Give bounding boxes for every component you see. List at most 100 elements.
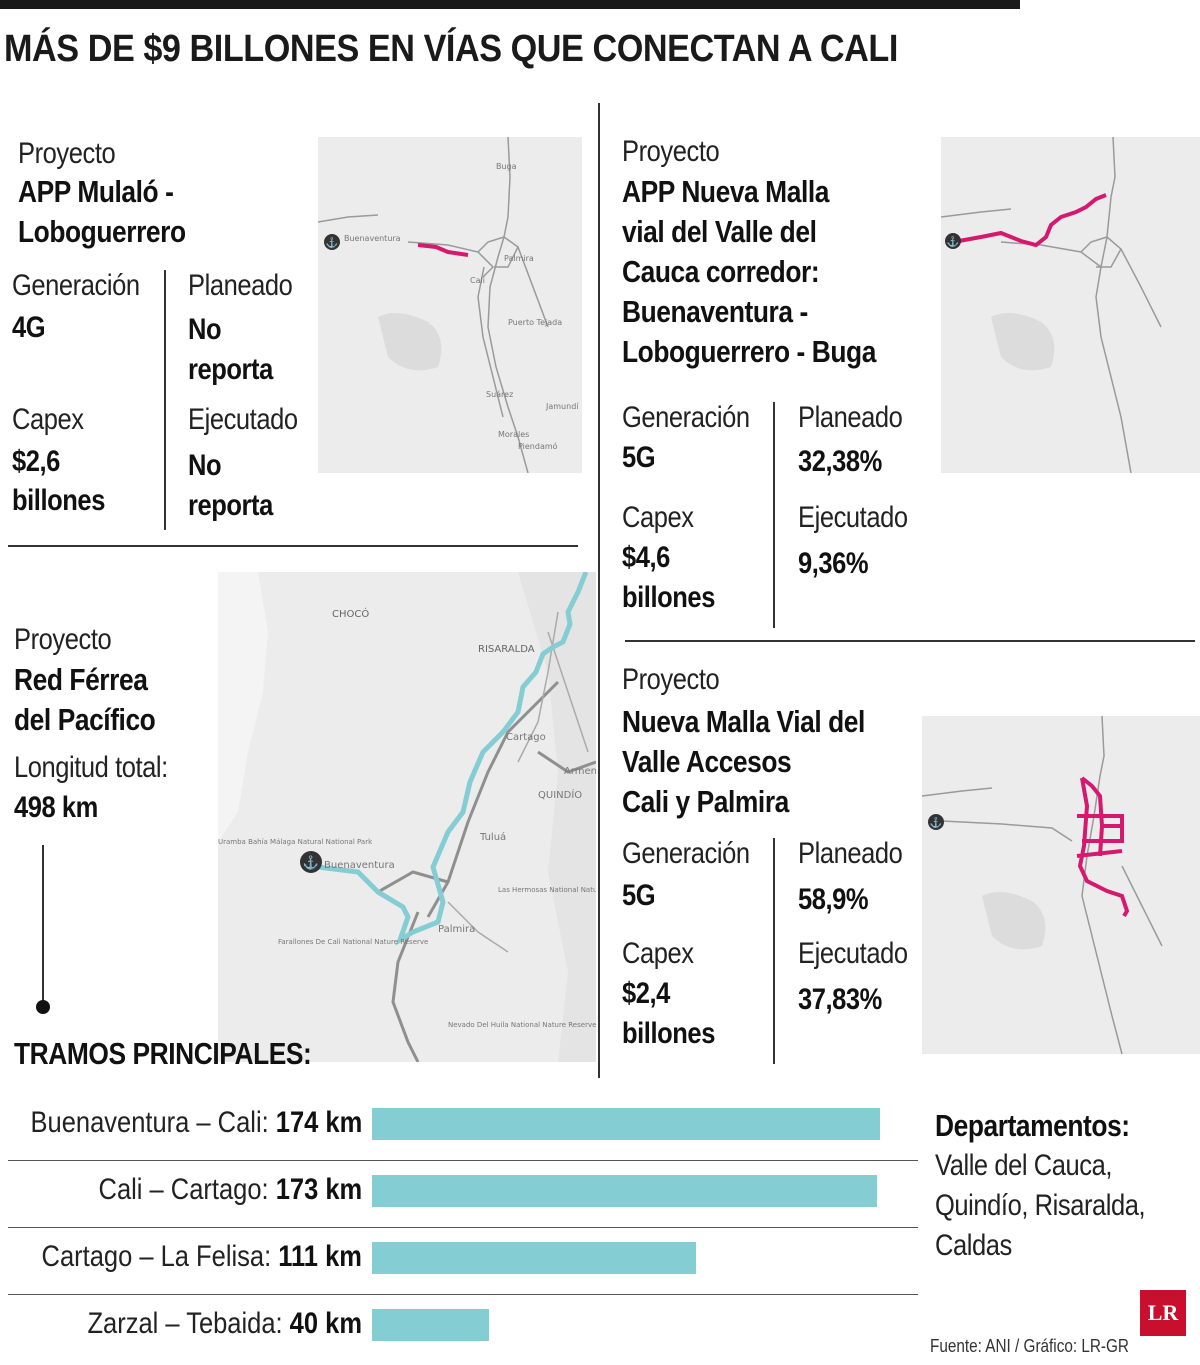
departamentos-line1: Valle del Cauca,	[935, 1149, 1113, 1182]
tramo-bar	[372, 1175, 877, 1207]
project4-map: ⚓	[922, 716, 1200, 1054]
svg-text:⚓: ⚓	[930, 816, 942, 829]
tramo-row-divider	[8, 1160, 918, 1161]
map3-label-huila: Nevado Del Huila National Nature Reserve	[448, 1021, 596, 1029]
project1-capex-label: Capex	[12, 403, 84, 436]
tramo-separator: :	[261, 1173, 276, 1206]
project4-planeado-value: 58,9%	[798, 883, 869, 916]
map3-label-palmira: Palmira	[438, 924, 475, 935]
project2-generacion-label: Generación	[622, 401, 750, 434]
tramo-category: Buenaventura – Cali	[30, 1106, 262, 1139]
project1-name-line1: APP Mulaló -	[18, 174, 174, 209]
project4-generacion-label: Generación	[622, 837, 750, 870]
tramo-value: 174 km	[275, 1106, 362, 1139]
project4-label: Proyecto	[622, 663, 720, 696]
tramo-value: 40 km	[289, 1307, 362, 1340]
project3-map: ⚓ CHOCÓ RISARALDA Cartago Armenia QUINDÍ…	[218, 572, 596, 1062]
project2-capex-label: Capex	[622, 501, 694, 534]
project3-longitud-label: Longitud total:	[14, 751, 168, 784]
tramo-row-divider	[8, 1294, 918, 1295]
project1-planeado-label: Planeado	[188, 269, 293, 302]
departamentos-title: Departamentos:	[935, 1108, 1130, 1143]
svg-text:⚓: ⚓	[326, 236, 338, 249]
source-credit: Fuente: ANI / Gráfico: LR-GR	[930, 1336, 1129, 1356]
project1-capex-line2: billones	[12, 484, 105, 517]
left-section-rule	[8, 545, 578, 547]
project1-ejecutado-line2: reporta	[188, 489, 273, 522]
project3-name-line1: Red Férrea	[14, 662, 148, 697]
map3-label-quindio: QUINDÍO	[538, 788, 582, 801]
tramo-separator: :	[264, 1240, 279, 1273]
tramos-title: TRAMOS PRINCIPALES:	[14, 1036, 312, 1071]
map1-label-buenaventura: Buenaventura	[344, 234, 401, 243]
tramo-value: 111 km	[278, 1240, 362, 1273]
project2-name-line2: vial del Valle del	[622, 214, 817, 249]
departamentos-line3: Caldas	[935, 1229, 1012, 1262]
tramo-category: Cali – Cartago	[98, 1173, 262, 1206]
map1-label-cali: Cali	[470, 276, 485, 285]
project2-label: Proyecto	[622, 135, 720, 168]
project1-ejecutado-line1: No	[188, 449, 222, 482]
lr-logo: LR	[1140, 1290, 1186, 1336]
map3-label-armenia: Armenia	[564, 766, 596, 777]
project4-name-line1: Nueva Malla Vial del	[622, 704, 865, 739]
project1-ejecutado-label: Ejecutado	[188, 403, 298, 436]
map3-label-choco: CHOCÓ	[332, 607, 369, 620]
project4-capex-line2: billones	[622, 1017, 715, 1050]
map3-label-tulua: Tuluá	[479, 831, 506, 843]
project2-name-line3: Cauca corredor:	[622, 254, 820, 289]
map3-label-cartago: Cartago	[506, 732, 546, 743]
project2-capex-line2: billones	[622, 581, 715, 614]
project1-planeado-line2: reporta	[188, 353, 273, 386]
map1-label-palmira: Palmira	[504, 254, 534, 263]
top-rule	[0, 0, 1020, 9]
map1-label-piendamo: Piendamó	[518, 441, 558, 451]
project1-map: ⚓ Buga Palmira Cali Puerto Tejada Suárez…	[318, 137, 582, 473]
project4-capex-label: Capex	[622, 937, 694, 970]
project2-ejecutado-label: Ejecutado	[798, 501, 908, 534]
departamentos-line2: Quindío, Risaralda,	[935, 1189, 1146, 1222]
project2-name-line4: Buenaventura -	[622, 294, 808, 329]
map3-label-risaralda: RISARALDA	[478, 644, 535, 655]
project1-name-line2: Loboguerrero	[18, 214, 186, 249]
project2-name-line1: APP Nueva Malla	[622, 174, 829, 209]
map1-label-jamundi: Jamundí	[545, 402, 579, 411]
map3-label-uramba: Uramba Bahía Málaga Natural National Par…	[218, 838, 373, 846]
project1-capex-line1: $2,6	[12, 445, 60, 478]
project2-map: ⚓	[941, 137, 1200, 473]
project3-longitud-value: 498 km	[14, 791, 98, 824]
project2-planeado-value: 32,38%	[798, 445, 882, 478]
project1-label: Proyecto	[18, 137, 116, 170]
map1-label-buga: Buga	[496, 162, 517, 171]
project2-name-line5: Loboguerrero - Buga	[622, 334, 876, 369]
project1-planeado-line1: No	[188, 313, 222, 346]
project1-generacion-label: Generación	[12, 269, 140, 302]
tramo-separator: :	[275, 1307, 290, 1340]
project2-planeado-label: Planeado	[798, 401, 903, 434]
project4-divider	[773, 838, 775, 1064]
project4-capex-line1: $2,4	[622, 977, 670, 1010]
tramo-category: Cartago – La Felisa	[41, 1240, 265, 1273]
tramo-label: Zarzal – Tebaida: 40 km	[87, 1307, 362, 1341]
tramo-row-divider	[8, 1227, 918, 1228]
project2-capex-line1: $4,6	[622, 541, 670, 574]
map3-label-hermosas: Las Hermosas National Nature Reserve	[498, 886, 596, 894]
tramo-category: Zarzal – Tebaida	[87, 1307, 276, 1340]
project4-planeado-label: Planeado	[798, 837, 903, 870]
svg-text:⚓: ⚓	[947, 235, 959, 248]
project4-name-line3: Cali y Palmira	[622, 784, 789, 819]
map1-label-puerto-tejada: Puerto Tejada	[508, 318, 562, 327]
tramo-bar	[372, 1242, 696, 1274]
map3-label-buenaventura: Buenaventura	[324, 860, 395, 871]
project4-name-line2: Valle Accesos	[622, 744, 792, 779]
tramo-label: Cartago – La Felisa: 111 km	[42, 1240, 362, 1274]
project4-ejecutado-label: Ejecutado	[798, 937, 908, 970]
project1-generacion-value: 4G	[12, 311, 46, 344]
tramo-bar	[372, 1108, 880, 1140]
tramo-bar	[372, 1309, 489, 1341]
project1-divider	[164, 270, 166, 530]
tramo-separator: :	[261, 1106, 276, 1139]
project2-ejecutado-value: 9,36%	[798, 547, 869, 580]
map1-label-suarez: Suárez	[486, 390, 513, 399]
page-title: MÁS DE $9 BILLONES EN VÍAS QUE CONECTAN …	[4, 28, 898, 70]
